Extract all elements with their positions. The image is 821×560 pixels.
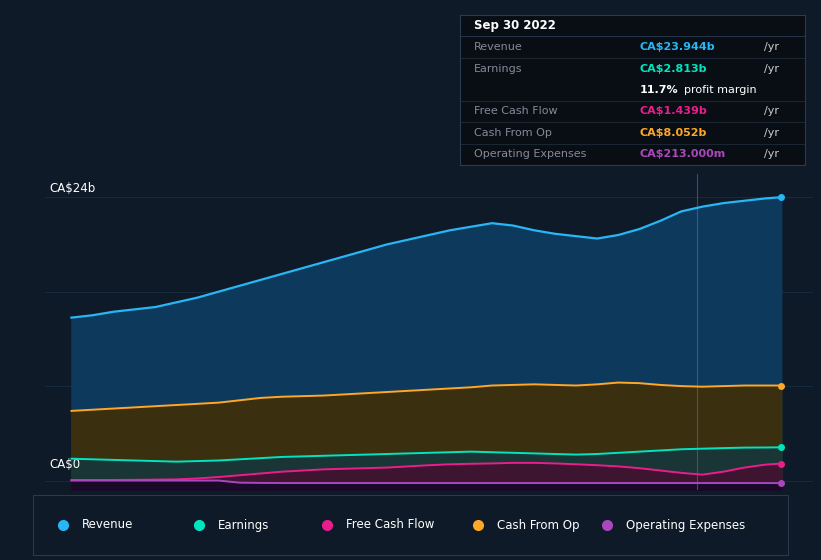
- Text: Free Cash Flow: Free Cash Flow: [346, 519, 434, 531]
- Text: CA$24b: CA$24b: [49, 181, 95, 194]
- Text: /yr: /yr: [764, 42, 778, 52]
- Text: Operating Expenses: Operating Expenses: [474, 150, 586, 159]
- Text: Cash From Op: Cash From Op: [474, 128, 552, 138]
- Text: profit margin: profit margin: [684, 85, 757, 95]
- Text: Cash From Op: Cash From Op: [498, 519, 580, 531]
- Text: /yr: /yr: [764, 106, 778, 116]
- Text: CA$213.000m: CA$213.000m: [640, 150, 726, 159]
- Text: Free Cash Flow: Free Cash Flow: [474, 106, 557, 116]
- Text: CA$2.813b: CA$2.813b: [640, 64, 707, 73]
- Text: Operating Expenses: Operating Expenses: [626, 519, 745, 531]
- Text: Revenue: Revenue: [474, 42, 522, 52]
- Text: CA$23.944b: CA$23.944b: [640, 42, 715, 52]
- Text: CA$0: CA$0: [49, 458, 80, 471]
- Text: Sep 30 2022: Sep 30 2022: [474, 19, 556, 32]
- Text: Earnings: Earnings: [218, 519, 269, 531]
- Text: /yr: /yr: [764, 150, 778, 159]
- Text: /yr: /yr: [764, 128, 778, 138]
- Text: Revenue: Revenue: [82, 519, 133, 531]
- Text: 11.7%: 11.7%: [640, 85, 678, 95]
- Text: Earnings: Earnings: [474, 64, 522, 73]
- Text: CA$1.439b: CA$1.439b: [640, 106, 707, 116]
- Text: CA$8.052b: CA$8.052b: [640, 128, 707, 138]
- Text: /yr: /yr: [764, 64, 778, 73]
